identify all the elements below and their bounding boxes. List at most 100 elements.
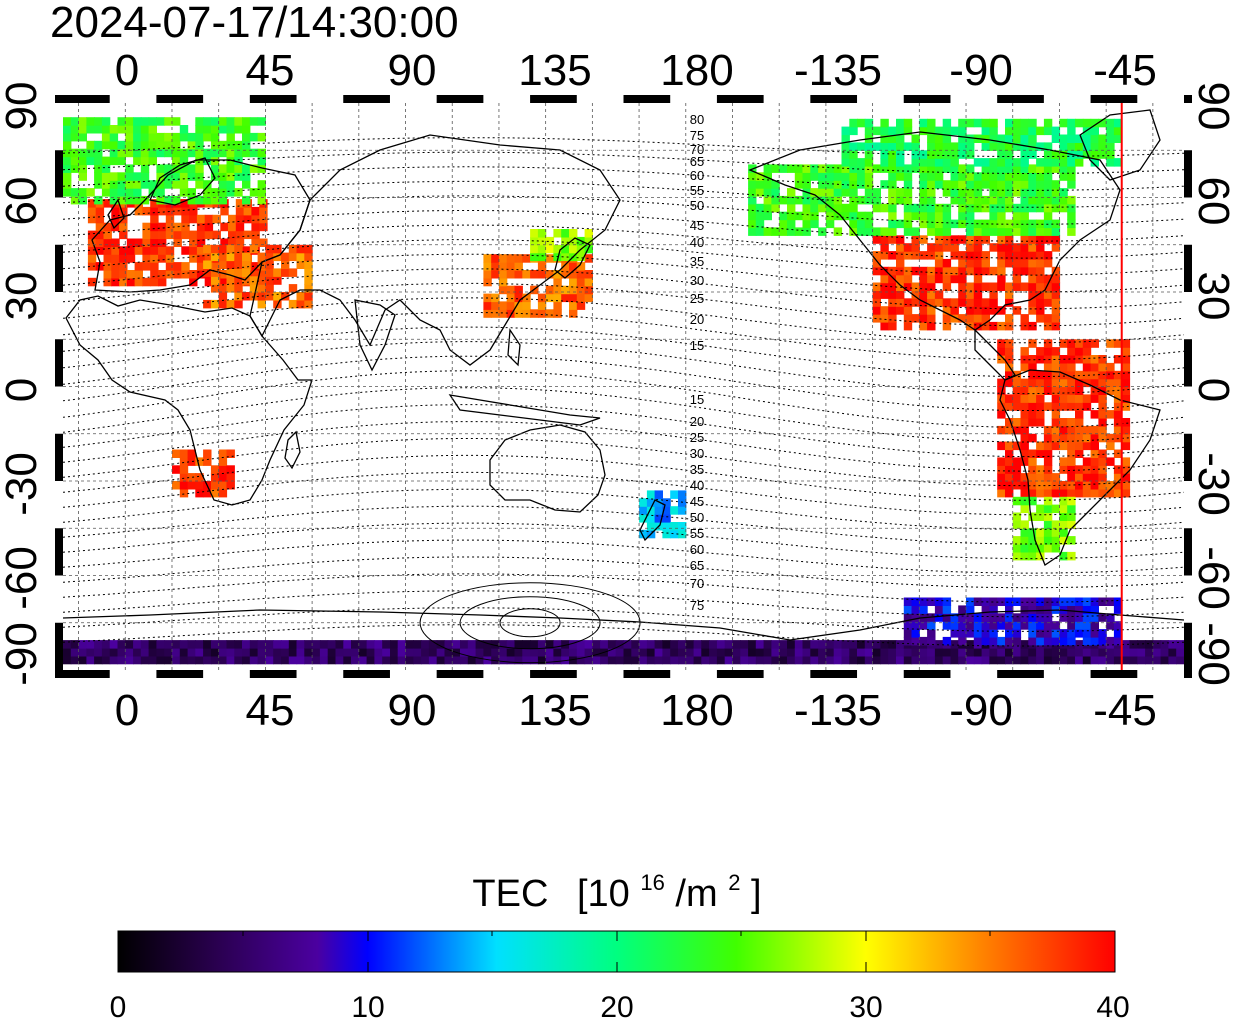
tec-cell — [888, 180, 897, 189]
tec-cell — [569, 244, 578, 254]
tec-cell — [1075, 402, 1084, 411]
tec-cell — [70, 164, 80, 173]
tec-cell — [172, 117, 181, 126]
tec-cell — [825, 655, 835, 665]
tec-cell — [382, 648, 391, 657]
tec-cell — [942, 605, 952, 614]
tec-cell — [748, 203, 757, 213]
tec-cell — [126, 270, 136, 279]
tec-cell — [195, 132, 204, 142]
tec-cell — [366, 648, 375, 657]
tec-cell — [103, 254, 112, 263]
tec-cell — [150, 254, 159, 263]
tec-cell — [857, 219, 866, 229]
coastlines — [63, 109, 1184, 641]
tec-cell — [903, 605, 913, 614]
tec-cell — [212, 262, 221, 271]
tec-cell — [748, 227, 757, 236]
tec-cell — [763, 180, 772, 189]
tec-cell — [997, 347, 1006, 356]
tec-cell — [1036, 126, 1045, 136]
tec-cell — [950, 235, 959, 244]
tec-cell — [94, 125, 103, 134]
tec-cell — [802, 195, 811, 205]
tec-cell — [498, 262, 508, 271]
tec-cell — [911, 134, 920, 143]
tec-cell — [1160, 655, 1169, 665]
tec-cell — [235, 199, 245, 208]
tec-cell — [748, 180, 757, 189]
tec-cell — [942, 597, 952, 606]
tec-cell — [204, 214, 214, 224]
tec-cell — [251, 222, 260, 232]
tec-cell — [934, 235, 944, 244]
tec-cell — [818, 188, 827, 197]
tec-cell — [1168, 648, 1177, 657]
tec-cell — [607, 640, 617, 649]
tec-cell — [506, 254, 516, 263]
tec-cell — [78, 148, 87, 158]
tec-cell — [950, 142, 959, 151]
tec-cell — [927, 274, 936, 284]
tec-cell — [452, 655, 461, 665]
tec-cell — [997, 258, 1006, 268]
tec-cell — [1020, 597, 1029, 606]
tec-cell — [966, 243, 975, 252]
tec-cell — [179, 156, 189, 166]
tec-cell — [119, 246, 128, 255]
tec-cell — [997, 164, 1006, 173]
colorbar-unit-mid: /m — [675, 873, 717, 915]
left-tick-label: -60 — [0, 546, 46, 610]
tec-cell — [678, 648, 687, 657]
tec-cell — [1043, 536, 1053, 545]
tec-cell — [1059, 648, 1068, 657]
tec-cell — [1005, 449, 1014, 458]
mlat-label: 15 — [690, 338, 704, 353]
tec-cell — [265, 260, 274, 269]
tec-cell — [934, 298, 944, 307]
tec-cell — [927, 290, 936, 299]
tec-cell — [1012, 386, 1022, 395]
tec-cell — [880, 118, 889, 128]
tec-cell — [872, 188, 881, 197]
tec-cell — [134, 277, 143, 287]
tec-cell — [195, 180, 204, 189]
tec-cell — [561, 640, 570, 649]
tec-cell — [849, 180, 858, 189]
tec-cell — [1043, 648, 1053, 657]
tec-cell — [1121, 425, 1131, 435]
tec-cell — [896, 164, 905, 173]
tec-cell — [1106, 134, 1115, 143]
tec-cell — [545, 285, 555, 295]
tec-cell — [234, 172, 243, 181]
tec-cell — [150, 270, 159, 279]
tec-cell — [111, 246, 120, 255]
tec-cell — [63, 655, 72, 665]
tec-cell — [251, 270, 260, 279]
tec-cell — [203, 299, 212, 309]
tec-cell — [327, 648, 337, 657]
tec-cell — [242, 252, 251, 262]
tec-cell — [1067, 370, 1076, 380]
tec-cell — [693, 640, 702, 649]
tec-cell — [1090, 433, 1099, 443]
tec-cell — [1051, 243, 1061, 252]
tec-cell — [973, 274, 983, 284]
tec-cell — [934, 126, 944, 136]
tec-cell — [1043, 520, 1053, 529]
tec-cell — [63, 156, 72, 166]
mlat-contour — [63, 370, 1184, 428]
tec-cell — [966, 282, 975, 291]
tec-cell — [1075, 142, 1084, 151]
tec-cell — [1075, 613, 1084, 622]
tec-cell — [802, 180, 811, 189]
tec-cell — [1098, 613, 1107, 622]
india-coast — [354, 299, 396, 372]
tec-cell — [670, 490, 679, 499]
tec-cell — [880, 235, 889, 244]
tec-cell — [997, 488, 1006, 498]
tec-cell — [958, 621, 967, 630]
tec-cell — [1113, 636, 1123, 646]
tec-cell — [111, 270, 120, 279]
tec-cell — [903, 118, 913, 128]
